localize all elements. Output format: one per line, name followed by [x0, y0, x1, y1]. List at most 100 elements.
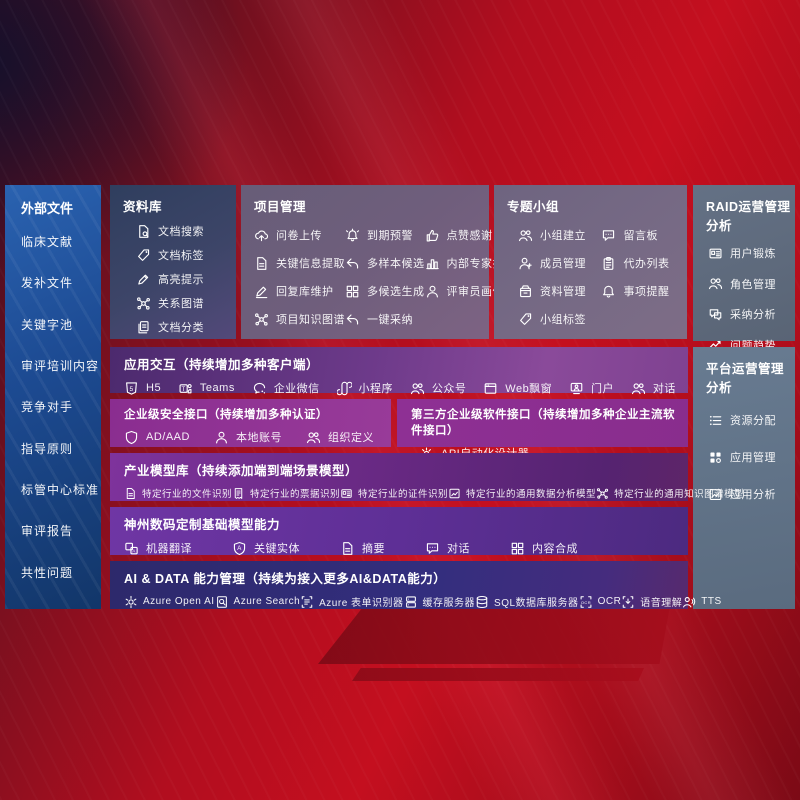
feature-label: Web飘窗 [505, 383, 553, 395]
panel-project-title: 项目管理 [254, 200, 307, 214]
summary-icon [340, 541, 355, 556]
band-app-interaction: 应用交互（持续增加多种客户端） 5 H5 T Teams 企业微信 小程序 公众号 Web飘窗… [110, 347, 688, 396]
file-recognition-icon [124, 487, 137, 500]
feature-label: 应用管理 [730, 452, 776, 464]
feature-label: 应用分析 [730, 489, 776, 501]
feature-label: 一键采纳 [367, 314, 413, 326]
official-account-item: 公众号 [410, 380, 467, 396]
tts-item: TTS [682, 595, 721, 609]
feature-label: 摘要 [362, 543, 385, 555]
official-account-icon [410, 381, 425, 396]
one-click-adopt-icon [345, 312, 360, 327]
doc-search-item: 文档搜索 [136, 223, 236, 239]
feature-label: 到期预警 [367, 230, 413, 242]
panel-groups-title: 专题小组 [507, 200, 560, 214]
panel-raid-title: RAID运营管理分析 [706, 200, 791, 233]
feature-label: 项目知识图谱 [276, 314, 345, 326]
panel-repository: 资料库 文档搜索 文档标签 高亮提示 关系图谱 文档分类 [110, 185, 236, 339]
feature-label: 多样本候选 [367, 258, 425, 270]
sidebar-item: 审评培训内容 [21, 359, 100, 374]
reviewer-profile-icon [425, 284, 440, 299]
app-analysis-icon [708, 487, 723, 502]
h5-icon: 5 [124, 381, 139, 396]
key-entity-item: A 关键实体 [232, 540, 300, 556]
group-create-item: 小组建立 [518, 227, 601, 243]
openai-item: Azure Open AI [124, 595, 215, 609]
doc-tag-icon [136, 248, 151, 263]
h5-item: 5 H5 [124, 381, 161, 396]
alarm-icon [345, 228, 360, 243]
feature-label: 回复库维护 [276, 286, 334, 298]
feature-label: 关键信息提取 [276, 258, 345, 270]
feature-label: 文档搜索 [158, 226, 204, 238]
web-popup-item: Web飘窗 [483, 380, 552, 396]
panel-platform-analysis: 平台运营管理分析 资源分配应用管理应用分析 [693, 347, 795, 609]
feature-label: 特定行业的通用数据分析模型 [466, 489, 597, 500]
member-manage-icon [518, 256, 533, 271]
project-items: 问卷上传 到期预警 点赞感谢 关键信息提取 多样本候选 内部专家排名 回复库维护 多候选生成评… [241, 215, 515, 341]
azure-search-item: Azure Search [215, 595, 301, 609]
feature-label: 特定行业的票据识别 [250, 489, 341, 500]
summary-item: 摘要 [340, 540, 385, 556]
svg-text:A: A [237, 545, 242, 552]
relation-graph-icon [136, 296, 151, 311]
cloud-upload-item: 问卷上传 [254, 227, 345, 243]
feature-label: 特定行业的文件识别 [142, 489, 233, 500]
feature-label: 资料管理 [540, 286, 586, 298]
feature-label: 用户锻炼 [730, 248, 776, 261]
panel-raid-analysis: RAID运营管理分析 用户锻炼 角色管理 采纳分析 问题趋势 [693, 185, 795, 352]
panel-project-management: 项目管理 问卷上传 到期预警 点赞感谢 关键信息提取 多样本候选 内部专家排名 回复库维护多… [241, 185, 515, 341]
one-click-adopt-item: 一键采纳 [345, 311, 425, 327]
feature-label: H5 [146, 382, 162, 394]
security-items: AD/AAD 本地账号 组织定义 [124, 429, 379, 445]
band-foundation-title: 神州数码定制基础模型能力 [124, 518, 281, 532]
feature-label: 对话 [652, 383, 676, 395]
todo-list-item: 代办列表 [601, 255, 681, 271]
reply-maintain-icon [254, 284, 269, 299]
band-foundation-models: 神州数码定制基础模型能力 A 机器翻译 A 关键实体 摘要 对话 内容合成 [110, 507, 688, 555]
wechat-work-icon [252, 381, 267, 396]
feature-label: 语音理解 [640, 598, 683, 609]
app-manage-item: 应用管理 [708, 449, 795, 465]
bbs-board-item: 留言板 [601, 227, 681, 243]
multi-sample-item: 多样本候选 [345, 255, 425, 271]
project-knowledge-graph-icon [254, 312, 269, 327]
reply-maintain-item: 回复库维护 [254, 283, 345, 299]
svg-text:T: T [181, 385, 185, 392]
feature-label: 门户 [591, 383, 615, 395]
feature-label: 点赞感谢 [446, 230, 493, 242]
multi-generate-item: 多候选生成 [345, 283, 425, 299]
feature-label: 事项提醒 [623, 286, 670, 298]
panel-repository-title: 资料库 [123, 200, 163, 214]
web-popup-icon [483, 381, 498, 396]
ad-aad-item: AD/AAD [124, 430, 190, 445]
group-tag-item: 小组标签 [518, 311, 601, 327]
knowledge-graph-model-icon [596, 487, 609, 500]
feature-label: 小组标签 [540, 314, 586, 326]
cert-recognition-icon [340, 487, 353, 500]
feature-label: 组织定义 [327, 432, 374, 444]
speech-understanding-item: 语音理解 [621, 594, 682, 609]
industry-items: 特定行业的文件识别 特定行业的票据识别 特定行业的证件识别 特定行业的通用数据分析模型… [124, 486, 744, 500]
info-extract-icon [254, 256, 269, 271]
sidebar-item: 关键字池 [21, 317, 74, 332]
feature-label: 特定行业的通用知识图谱模型 [614, 489, 745, 500]
band-thirdparty-interface: 第三方企业级软件接口（持续增加多种企业主流软件接口） API自动化设计器 [397, 399, 688, 460]
doc-search-icon [136, 224, 151, 239]
feature-label: 资源分配 [730, 415, 776, 427]
sidebar-item: 共性问题 [21, 565, 74, 580]
feature-label: Azure Open AI [143, 596, 215, 607]
feature-label: 对话 [447, 543, 470, 555]
highlighter-item: 高亮提示 [136, 271, 236, 287]
band-security-interface: 企业级安全接口（持续增加多种认证） AD/AAD 本地账号 组织定义 [110, 399, 391, 447]
cache-server-icon [404, 595, 418, 609]
feature-label: Azure Search [233, 596, 301, 607]
app-manage-icon [708, 450, 723, 465]
todo-list-icon [601, 256, 616, 271]
band-industry-models: 产业模型库（持续添加端到端场景模型） 特定行业的文件识别 特定行业的票据识别 特定行… [110, 453, 744, 501]
panel-platform-title: 平台运营管理分析 [706, 362, 785, 395]
feature-label: 特定行业的证件识别 [358, 489, 449, 500]
portal-icon [569, 381, 584, 396]
panel-topic-groups: 专题小组 小组建立 留言板 成员管理 代办列表 资料管理 事项提醒 小组标签 [494, 185, 687, 339]
chat-model-icon [425, 541, 440, 556]
